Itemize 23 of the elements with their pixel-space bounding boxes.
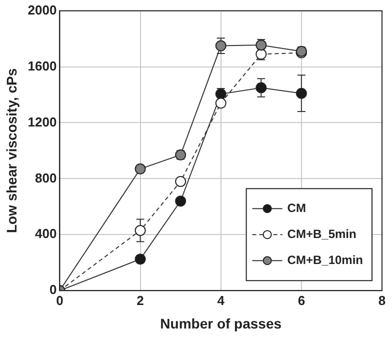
x-axis-title: Number of passes [160, 315, 282, 332]
x-tick-label: 2 [136, 292, 144, 308]
x-tick-label: 8 [378, 292, 386, 308]
point [134, 163, 146, 174]
y-tick-label: 800 [35, 170, 57, 186]
y-axis-title: Low shear viscosity, cPs [3, 68, 20, 234]
point [175, 176, 186, 187]
point [134, 224, 146, 236]
y-tick-label: 0 [49, 282, 57, 298]
y-tick-label: 400 [35, 226, 57, 242]
point [256, 82, 267, 94]
y-tick-label: 1600 [28, 58, 57, 74]
point [175, 196, 186, 207]
point [296, 88, 307, 99]
legend-label: CM+B_10min [287, 252, 364, 267]
x-tick-label: 4 [217, 292, 226, 308]
y-tick-label: 2000 [28, 2, 57, 18]
y-tick-label: 1200 [28, 114, 57, 130]
legend-label: CM [287, 200, 306, 215]
legend-label: CM+B_5min [287, 226, 356, 241]
point [215, 40, 226, 52]
point [215, 98, 226, 109]
x-tick-label: 6 [298, 292, 306, 308]
